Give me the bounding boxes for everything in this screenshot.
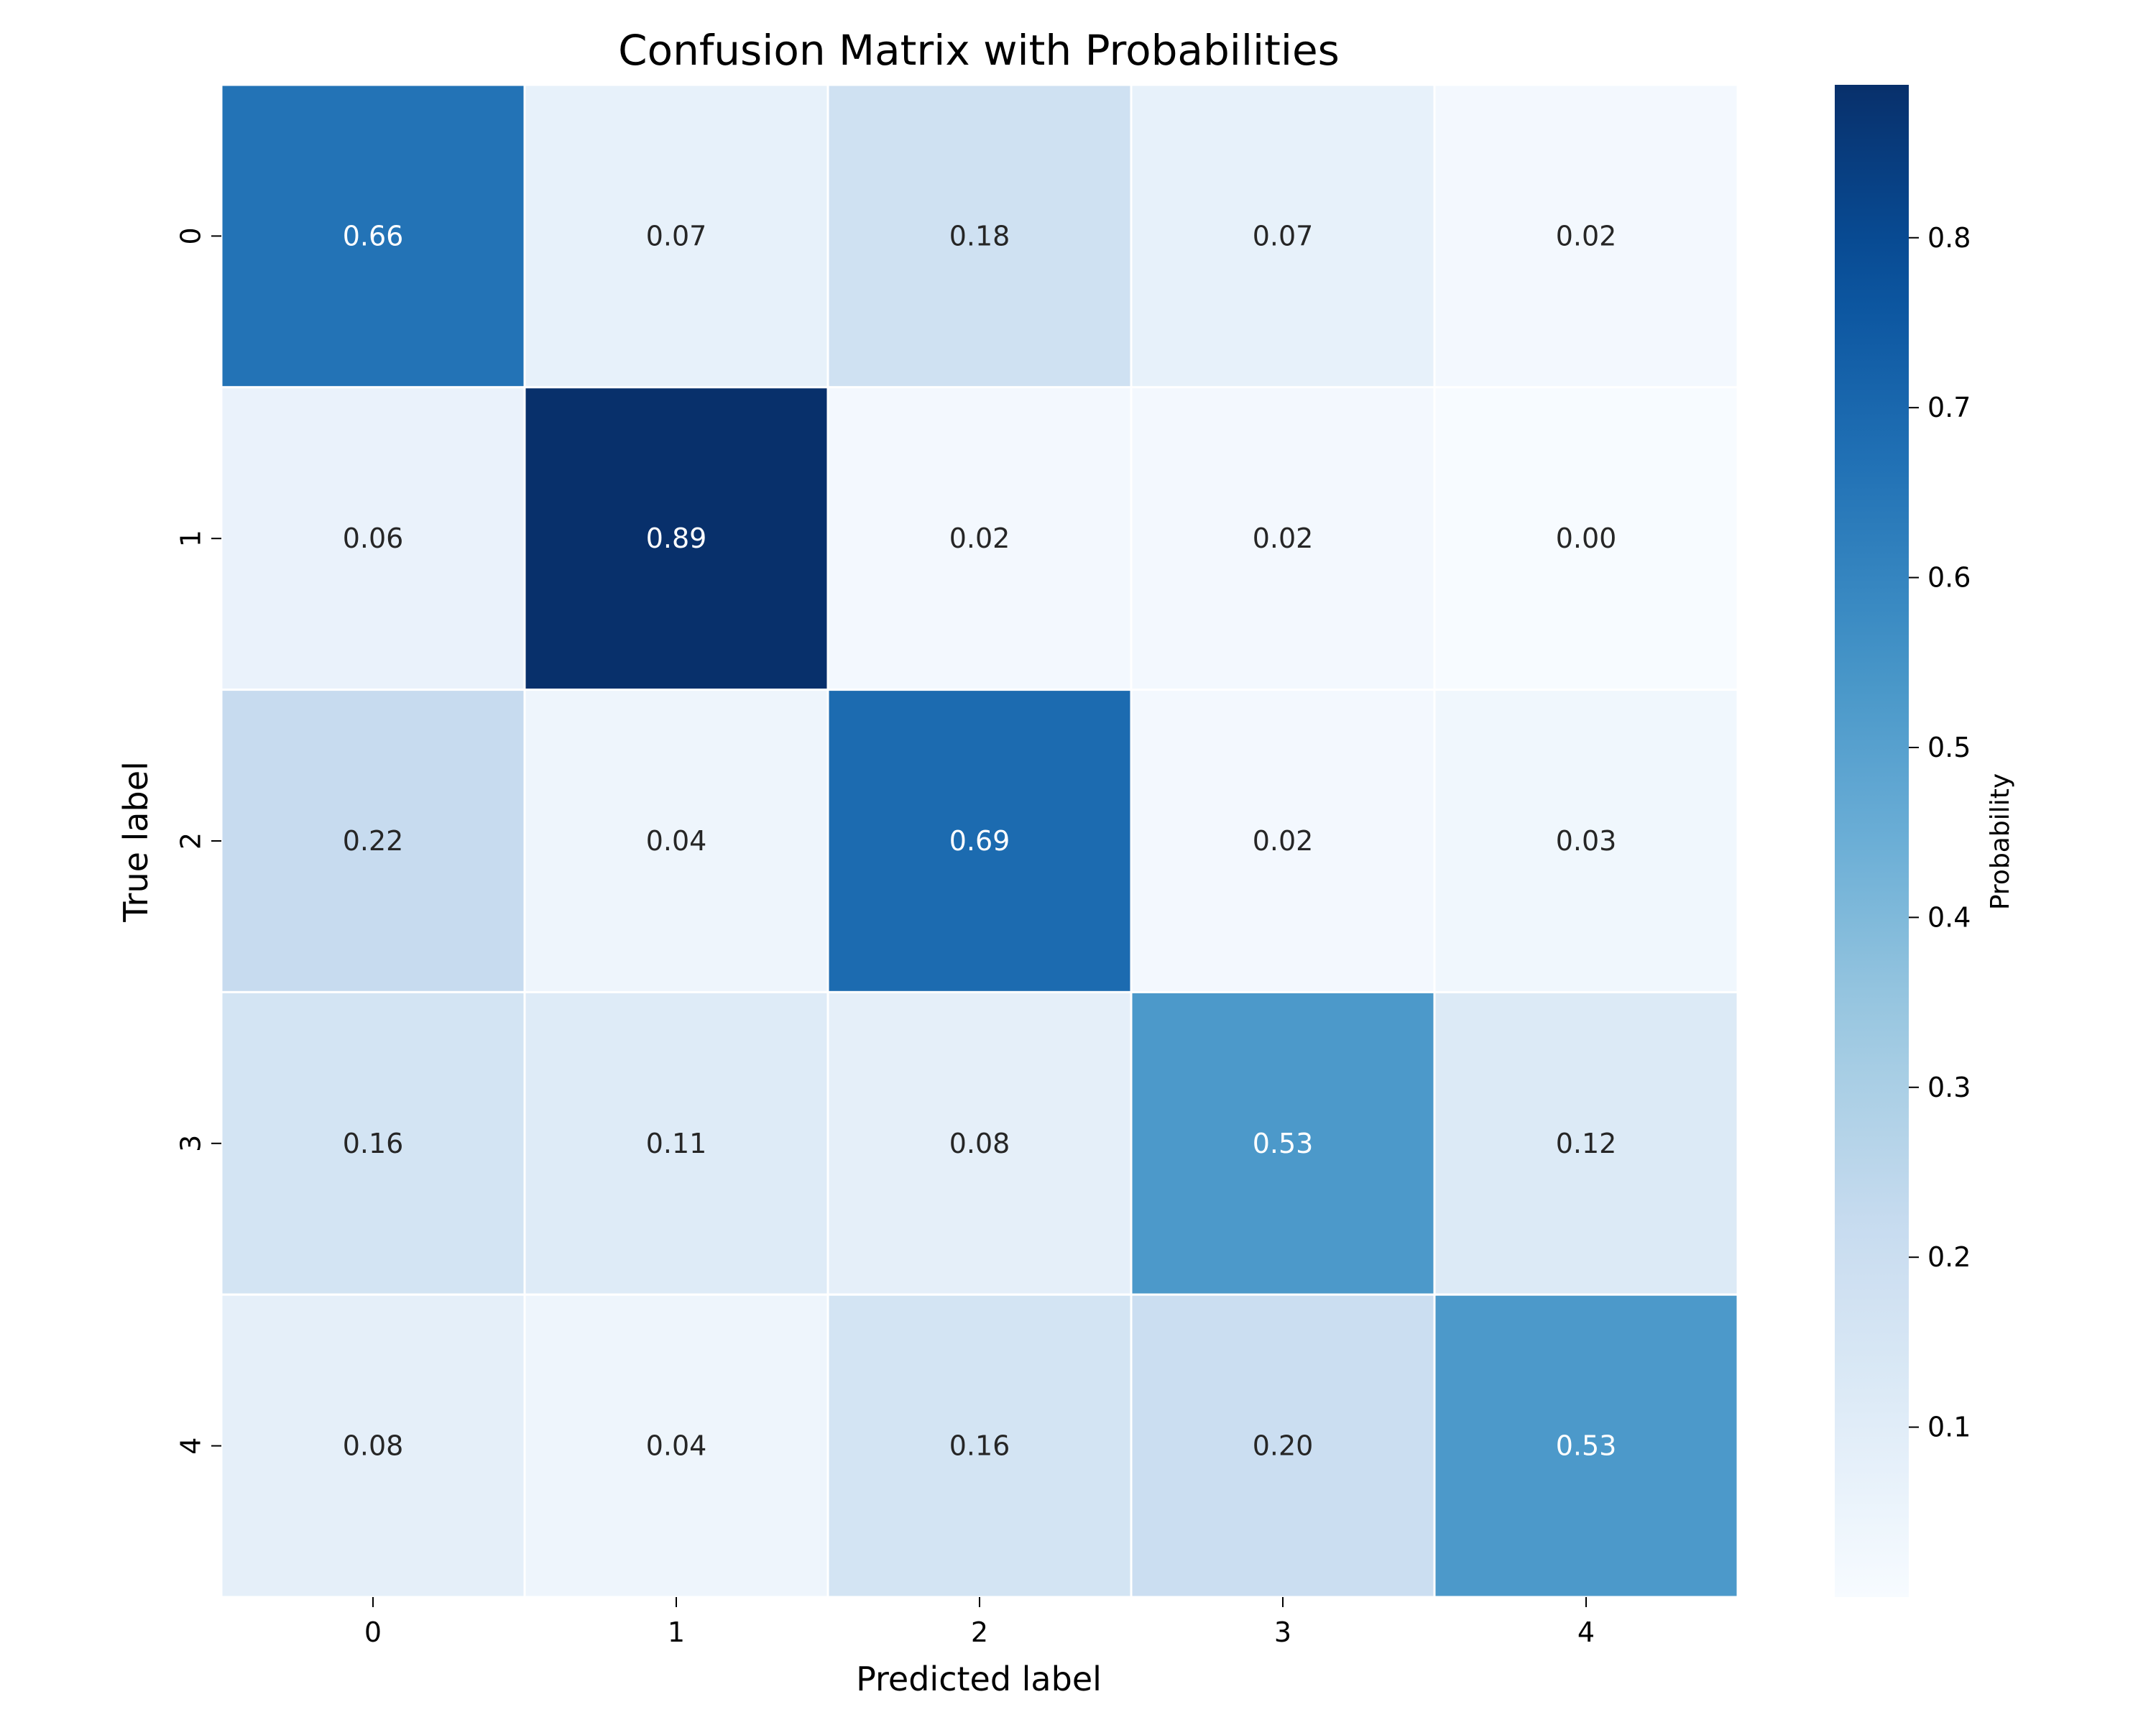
cell-value-label: 0.07 [1253,220,1314,252]
heatmap-cell [1130,990,1436,1296]
cell-value-label: 0.02 [1253,825,1314,857]
y-tick-label: 2 [175,832,207,850]
cell-value-label: 0.16 [343,1128,404,1159]
y-axis-label: True label [116,761,155,923]
y-tick-label: 1 [175,530,207,547]
heatmap-cell-labels: 0.66 0.07 0.18 0.07 0.02 0.06 0.89 0.02 0.02 0.00… [343,220,1617,1461]
heatmap-cell [826,990,1133,1296]
heatmap-cell [826,83,1133,389]
x-tick-label: 4 [1577,1616,1595,1648]
colorbar-tick-label: 0.2 [1927,1241,1971,1273]
colorbar-ticks: 0.1 0.2 0.3 0.4 0.5 0.6 0.7 0.8 [1909,222,1971,1443]
heatmap-cell [1433,83,1739,389]
y-axis: 0 1 2 3 4 [175,227,221,1455]
cell-value-label: 0.12 [1556,1128,1617,1159]
cell-value-label: 0.53 [1253,1128,1314,1159]
x-axis: 0 1 2 3 4 [364,1597,1595,1648]
heatmap-cells [220,83,1739,1598]
heatmap-cell [1130,83,1436,389]
heatmap-cell [220,83,526,389]
cell-value-label: 0.89 [646,523,707,554]
y-tick-label: 4 [175,1438,207,1455]
colorbar-tick-label: 0.6 [1927,562,1971,594]
heatmap-cell [826,1293,1133,1598]
heatmap-cell [220,386,526,691]
heatmap-cell [826,386,1133,691]
x-axis-label: Predicted label [856,1660,1102,1698]
cell-value-label: 0.66 [343,220,404,252]
colorbar-tick-label: 0.3 [1927,1072,1971,1103]
y-tick-label: 0 [175,227,207,244]
cell-value-label: 0.08 [343,1430,404,1462]
heatmap-cell [1433,689,1739,993]
colorbar-tick-label: 0.4 [1927,901,1971,933]
cell-value-label: 0.04 [646,1430,707,1462]
heatmap-cell [826,689,1133,993]
cell-value-label: 0.04 [646,825,707,857]
x-tick-label: 0 [364,1616,382,1648]
y-tick-label: 3 [175,1135,207,1152]
chart-title: Confusion Matrix with Probabilities [618,26,1340,75]
colorbar-tick-label: 0.8 [1927,222,1971,254]
cell-value-label: 0.20 [1253,1430,1314,1462]
colorbar-tick-label: 0.5 [1927,732,1971,763]
heatmap-cell [1433,990,1739,1296]
colorbar-tick-label: 0.7 [1927,392,1971,423]
cell-value-label: 0.07 [646,220,707,252]
cell-value-label: 0.11 [646,1128,707,1159]
colorbar [1835,85,1909,1597]
heatmap-cell [1433,386,1739,691]
heatmap-cell [523,83,829,389]
cell-value-label: 0.16 [949,1430,1010,1462]
heatmap-cell [220,1293,526,1598]
heatmap-cell [523,1293,829,1598]
cell-value-label: 0.00 [1556,523,1617,554]
cell-value-label: 0.02 [949,523,1010,554]
heatmap-cell [523,689,829,993]
cell-value-label: 0.22 [343,825,404,857]
cell-value-label: 0.53 [1556,1430,1617,1462]
x-tick-label: 2 [971,1616,988,1648]
cell-value-label: 0.08 [949,1128,1010,1159]
heatmap-cell [1130,689,1436,993]
x-tick-label: 1 [668,1616,685,1648]
heatmap-cell [1433,1293,1739,1598]
x-tick-label: 3 [1274,1616,1291,1648]
cell-value-label: 0.06 [343,523,404,554]
colorbar-tick-label: 0.1 [1927,1412,1971,1443]
colorbar-label: Probability [1986,773,2015,910]
cell-value-label: 0.03 [1556,825,1617,857]
cell-value-label: 0.02 [1556,220,1617,252]
cell-value-label: 0.69 [949,825,1010,857]
cell-value-label: 0.18 [949,220,1010,252]
heatmap-cell [523,990,829,1296]
cell-value-label: 0.02 [1253,523,1314,554]
